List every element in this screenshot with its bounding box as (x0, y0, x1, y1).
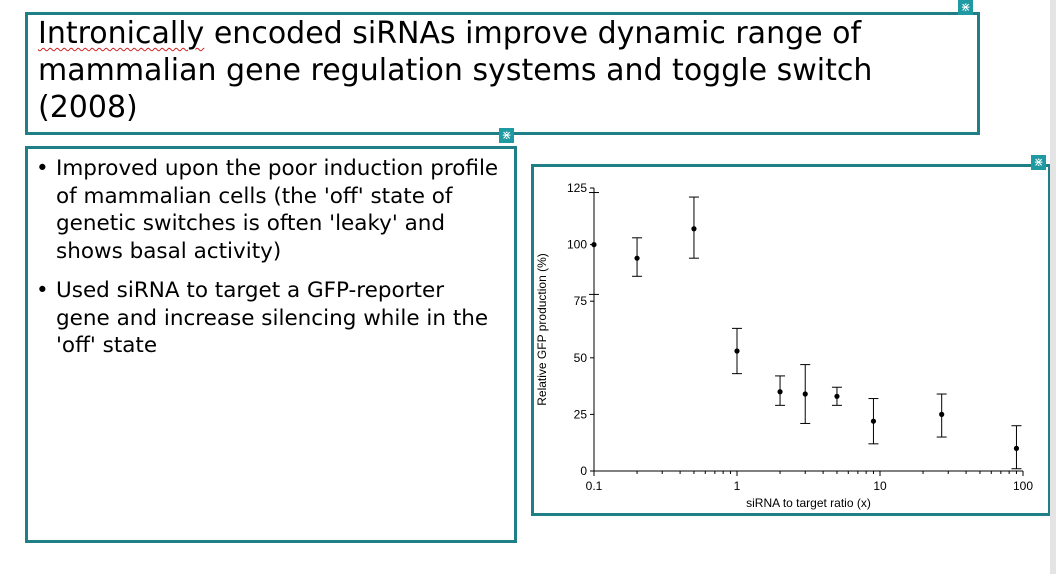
data-point-group (589, 192, 599, 295)
bullet-list: Improved upon the poor induction profile… (28, 149, 514, 360)
data-point (591, 242, 597, 248)
chart-axes: 0 25 50 75 100 125 0.1 1 10 100 siRNA to target ra… (535, 181, 1033, 510)
content-placeholder[interactable]: Improved upon the poor induction profile… (25, 146, 517, 543)
data-point-group (732, 327, 742, 375)
x-tick-label: 1 (734, 479, 741, 493)
vertical-scrollbar[interactable] (1050, 0, 1056, 574)
data-point-group (632, 237, 643, 277)
gfp-chart: 0 25 50 75 100 125 0.1 1 10 100 siRNA to target ra… (535, 181, 1033, 510)
data-point (634, 255, 640, 261)
data-point (802, 391, 808, 397)
y-tick-label: 25 (574, 407, 588, 421)
data-point (870, 418, 877, 424)
y-tick-label: 125 (567, 181, 587, 195)
y-tick-label: 50 (574, 351, 588, 365)
chart-picture[interactable]: 0 25 50 75 100 125 0.1 1 10 100 siRNA to target ra… (531, 164, 1051, 516)
data-point (734, 348, 740, 354)
data-point-group (688, 196, 699, 259)
x-tick-label: 10 (873, 479, 887, 493)
data-point (834, 393, 840, 399)
data-point-group (831, 386, 842, 406)
slide-title: Intronically encoded siRNAs improve dyna… (38, 15, 978, 126)
data-point-group (868, 398, 879, 445)
title-spellcheck-word: Intronically (38, 16, 205, 51)
x-tick-label: 0.1 (586, 479, 603, 493)
data-point (939, 411, 945, 417)
data-point-group (1011, 425, 1022, 470)
title-rest: encoded siRNAs improve dynamic range of … (38, 16, 873, 125)
data-point-group (775, 375, 786, 406)
chart-resize-handle-icon[interactable]: ⋇ (1031, 155, 1046, 170)
x-tick-label: 100 (1013, 479, 1033, 493)
x-axis-label: siRNA to target ratio (x) (746, 496, 871, 510)
data-point (777, 389, 783, 395)
chart-marks (589, 192, 1022, 470)
y-tick-label: 0 (580, 464, 587, 478)
y-tick-label: 75 (574, 294, 588, 308)
bullet-item: Used siRNA to target a GFP-reporter gene… (34, 277, 504, 360)
data-point-group (800, 364, 811, 424)
data-point (691, 226, 697, 232)
data-point-group (936, 393, 947, 438)
content-resize-handle-icon[interactable]: ⋇ (499, 128, 514, 143)
y-tick-label: 100 (567, 238, 587, 252)
y-axis-label: Relative GFP production (%) (535, 253, 549, 406)
data-point (1013, 445, 1020, 451)
slide-title-placeholder[interactable]: Intronically encoded siRNAs improve dyna… (25, 12, 980, 135)
title-resize-handle-icon[interactable]: ⋇ (958, 0, 973, 15)
bullet-item: Improved upon the poor induction profile… (34, 155, 504, 265)
